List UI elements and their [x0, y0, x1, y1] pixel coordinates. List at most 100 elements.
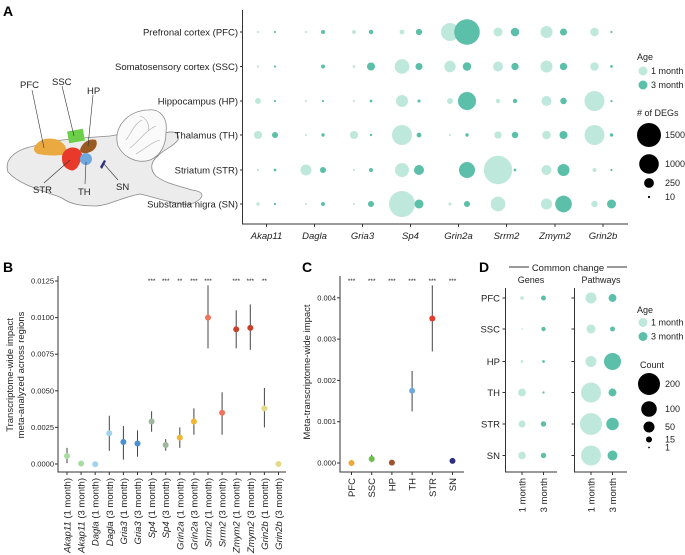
y-tick-label: 0.004 — [317, 293, 336, 302]
x-tick-label: SN — [448, 478, 459, 491]
count-dot-1-month — [581, 445, 601, 466]
legend-size-label: 100 — [665, 404, 680, 414]
row-label: Somatosensory cortex (SSC) — [115, 62, 238, 73]
legend-size-dot — [645, 436, 653, 443]
x-tick-label: Srrm2 (3 month) — [218, 478, 229, 547]
age-text: (1 month) — [91, 478, 102, 521]
legend-size-dot — [641, 401, 657, 417]
deg-dot-3-month — [513, 168, 517, 172]
brain-label-str: STR — [33, 185, 52, 196]
deg-dot-3-month — [560, 97, 567, 105]
deg-dot-1-month — [584, 91, 605, 111]
row-label: HP — [487, 357, 500, 368]
deg-dot-3-month — [457, 91, 477, 111]
y-tick-label: 0.003 — [317, 335, 336, 344]
legend-size-title: # of DEGs — [637, 108, 679, 118]
significance-stars: *** — [162, 278, 170, 285]
age-text: (3 month) — [218, 478, 229, 521]
panel-a-dot-plot: Prefronal cortex (PFC) Somatosensory cort… — [115, 10, 685, 242]
deg-dot-1-month — [448, 202, 452, 206]
deg-dot-3-month — [321, 202, 325, 206]
significance-stars: *** — [190, 278, 198, 285]
leader-lines — [31, 85, 119, 185]
gene-name: Sp4 — [161, 521, 172, 538]
common-change-header: Common change — [532, 263, 604, 274]
count-dot-3-month — [540, 421, 547, 427]
brain-label-sn: SN — [116, 182, 129, 193]
row-label: Prefronal cortex (PFC) — [143, 28, 238, 39]
data-point — [233, 326, 240, 333]
deg-dot-1-month — [349, 130, 359, 140]
x-tick-label: 3 month — [608, 478, 619, 512]
panel-b-impact-plot: 0.0000 0.0025 0.0050 0.0075 0.0100 0.0125 Akap… — [5, 276, 286, 554]
gene-name: Grin2b — [260, 521, 271, 550]
significance-stars: *** — [408, 278, 416, 285]
row-label: SN — [487, 451, 500, 462]
facet-axes-genes — [505, 288, 557, 473]
deg-dot-3-month — [273, 168, 277, 172]
deg-dot-3-month — [368, 29, 374, 35]
data-point — [190, 418, 197, 425]
gene-name: Grin2a — [189, 521, 200, 550]
row-label: Striatum (STR) — [175, 166, 238, 177]
age-text: (3 month) — [105, 478, 116, 521]
x-tick-label: Sp4 (3 month) — [161, 478, 172, 538]
y-tick-label: 0.0025 — [31, 423, 54, 432]
deg-dot-3-month — [416, 132, 422, 138]
y-tick-label: 0.0125 — [31, 277, 54, 286]
deg-dot-3-month — [510, 27, 520, 37]
data-point — [348, 460, 355, 466]
deg-dot-1-month — [304, 99, 308, 103]
axes — [57, 276, 286, 473]
gene-label: Gria3 — [351, 231, 375, 242]
deg-dot-1-month — [256, 168, 260, 172]
deg-dot-3-month — [610, 168, 613, 172]
significance-stars: *** — [148, 278, 156, 285]
deg-dot-3-month — [417, 99, 421, 103]
y-tick-label: 0.0000 — [31, 460, 54, 469]
x-tick-label: Dagla (1 month) — [91, 478, 102, 546]
count-dot-1-month — [580, 413, 602, 435]
legend-size-label: 1000 — [665, 159, 685, 169]
legend-size-dot — [648, 446, 650, 449]
y-axis-label-line1: Transcriptome-wide impact — [5, 318, 16, 432]
legend-size-label: 10 — [665, 192, 675, 202]
legend-size-dot — [643, 421, 655, 433]
age-text: (1 month) — [204, 478, 215, 521]
data-point — [148, 418, 155, 425]
deg-dot-1-month — [352, 30, 356, 34]
deg-dot-1-month — [541, 165, 552, 175]
legend-size-label: 250 — [665, 178, 680, 188]
count-dot-3-month — [540, 452, 547, 459]
region-ssc — [67, 128, 85, 144]
deg-dot-1-month — [592, 168, 597, 172]
significance-stars: *** — [348, 278, 356, 285]
data-point — [409, 387, 416, 394]
deg-dot-1-month — [396, 95, 408, 107]
legend-age-title: Age — [637, 52, 653, 62]
legend-size-label: 200 — [665, 379, 680, 389]
brain-label-hp: HP — [87, 86, 100, 97]
deg-dot-3-month — [454, 19, 480, 45]
age-text: (1 month) — [63, 478, 74, 521]
deg-dot-1-month — [584, 125, 605, 145]
brain-label-th: TH — [78, 187, 91, 198]
gene-name: Zmym2 — [232, 521, 243, 554]
significance-stars: *** — [247, 278, 255, 285]
brain-sagittal-diagram: PFC SSC HP STR TH SN — [6, 77, 203, 207]
deg-dot-1-month — [541, 96, 552, 106]
data-point — [106, 430, 113, 437]
age-text: (1 month) — [147, 478, 158, 521]
count-dot-3-month — [542, 360, 545, 363]
deg-dot-1-month — [256, 65, 260, 68]
legend-age-swatch — [638, 318, 648, 327]
y-tick-label: 0.0075 — [31, 350, 54, 359]
row-label: Hippocampus (HP) — [158, 97, 238, 108]
row-label: TH — [487, 388, 500, 399]
count-dot-1-month — [581, 382, 601, 403]
count-dot-3-month — [541, 326, 546, 332]
age-text: (3 month) — [274, 478, 285, 521]
gene-name: Gria3 — [119, 521, 130, 545]
gene-label: Srrm2 — [494, 231, 521, 242]
deg-dot-1-month — [591, 200, 598, 208]
